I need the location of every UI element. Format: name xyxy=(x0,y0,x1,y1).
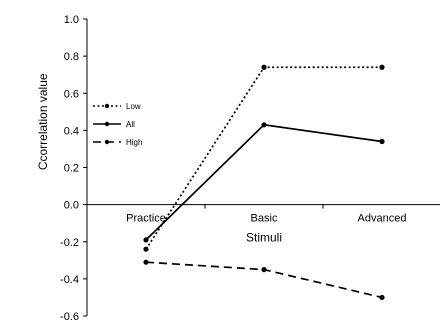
data-point-low xyxy=(143,246,149,252)
data-point-low xyxy=(261,64,267,70)
series-all xyxy=(143,122,385,243)
y-tick-label: 0.0 xyxy=(64,200,79,212)
x-category-label: Basic xyxy=(251,213,278,225)
y-tick-label: -0.2 xyxy=(60,237,79,249)
data-point-low xyxy=(379,64,385,70)
axes: -0.6 -0.4 -0.2 0.0 0.2 0.4 0.6 0.8 1.0 Practice B… xyxy=(60,14,440,323)
legend-label: All xyxy=(126,120,135,129)
y-tick-label: 0.4 xyxy=(64,125,79,137)
series-group xyxy=(143,64,385,301)
series-low xyxy=(143,64,385,252)
legend-label: Low xyxy=(126,102,141,111)
y-tick-label: 1.0 xyxy=(64,14,79,26)
y-tick-label: 0.6 xyxy=(64,88,79,100)
legend-item-low: Low xyxy=(93,102,141,111)
legend-marker xyxy=(104,139,110,145)
legend-item-all: All xyxy=(93,120,135,129)
y-tick-label: -0.4 xyxy=(60,274,79,286)
legend-marker xyxy=(104,103,110,109)
data-point-high xyxy=(379,294,385,301)
legend-marker xyxy=(104,121,110,127)
legend-label: High xyxy=(126,138,142,147)
y-tick-label: -0.6 xyxy=(60,311,79,323)
data-point-all xyxy=(143,237,149,243)
data-point-all xyxy=(379,138,385,145)
y-axis-title: Ccorrelation value xyxy=(36,73,50,170)
series-high xyxy=(143,259,385,301)
x-category-label: Practice xyxy=(126,213,166,225)
data-point-all xyxy=(261,122,267,128)
legend-item-high: High xyxy=(93,138,142,147)
y-tick-label: 0.2 xyxy=(64,163,79,175)
data-point-high xyxy=(261,266,267,273)
data-point-high xyxy=(143,259,149,265)
y-ticks: -0.6 -0.4 -0.2 0.0 0.2 0.4 0.6 0.8 1.0 xyxy=(60,14,87,323)
x-axis-title: Stimuli xyxy=(246,231,282,245)
x-category-label: Advanced xyxy=(358,213,407,225)
legend: Low All High xyxy=(93,102,142,147)
x-ticks: Practice Basic Advanced xyxy=(86,204,407,225)
y-tick-label: 0.8 xyxy=(64,51,79,63)
